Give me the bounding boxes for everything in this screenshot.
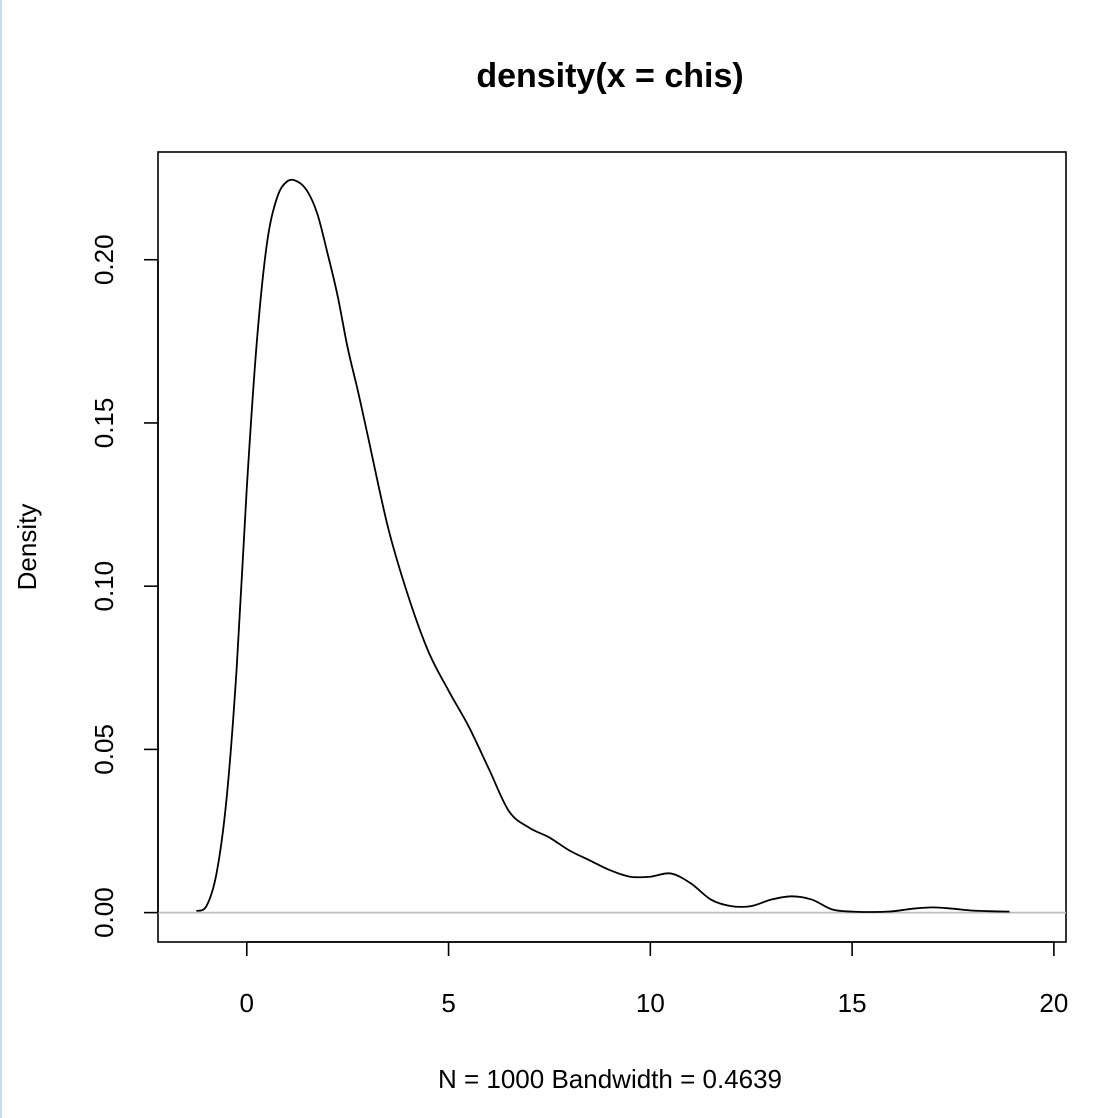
x-axis: 0 5 10 15 20	[240, 941, 1068, 1018]
x-tick-label: 5	[441, 988, 455, 1018]
y-tick-label: 0.05	[89, 724, 119, 775]
chart-title: density(x = chis)	[476, 57, 743, 95]
x-axis-label: N = 1000 Bandwidth = 0.4639	[438, 1064, 782, 1094]
y-tick-label: 0.15	[89, 398, 119, 449]
y-tick-label: 0.10	[89, 561, 119, 612]
y-axis-label: Density	[12, 504, 42, 591]
x-tick-label: 10	[636, 988, 665, 1018]
density-curve	[195, 178, 1010, 913]
window-edge	[0, 0, 2, 1118]
series-layer	[195, 178, 1010, 913]
x-tick-label: 15	[838, 988, 867, 1018]
y-tick-label: 0.00	[89, 887, 119, 938]
x-tick-label: 0	[240, 988, 254, 1018]
y-axis: 0.00 0.05 0.10 0.15 0.20	[89, 234, 159, 938]
y-tick-label: 0.20	[89, 234, 119, 285]
x-tick-label: 20	[1039, 988, 1068, 1018]
plot-frame	[157, 151, 1067, 943]
